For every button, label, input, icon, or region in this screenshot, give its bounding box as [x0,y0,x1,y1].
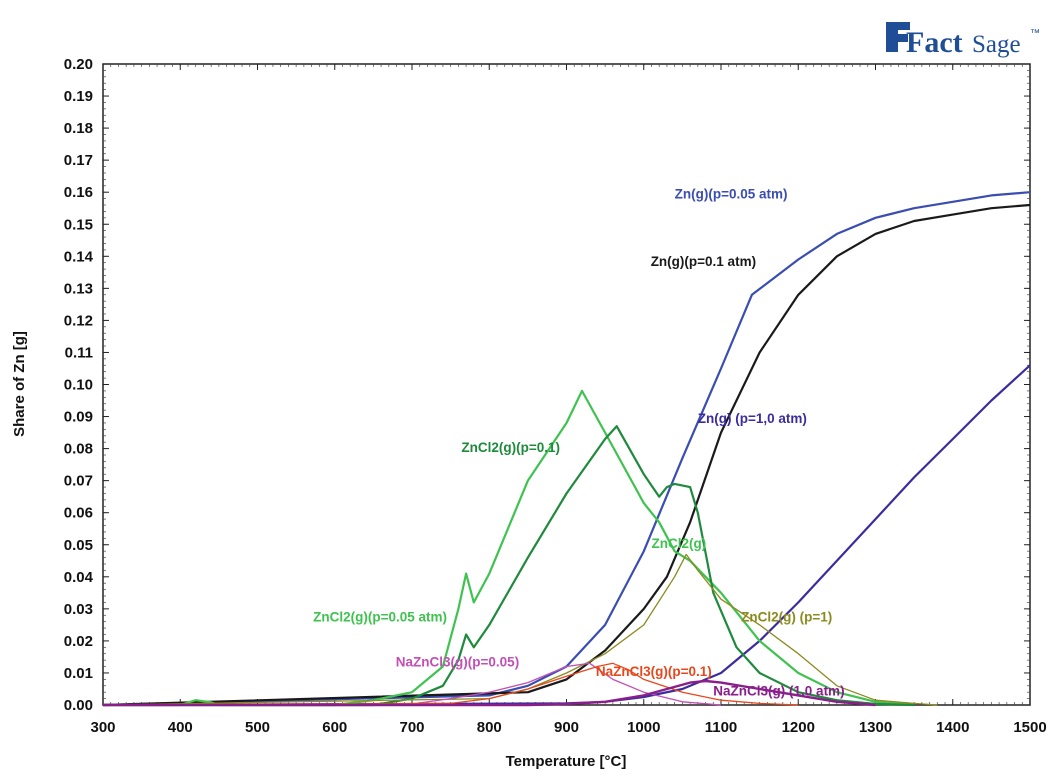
series-line-zncl2-g-p-1 [102,553,938,706]
logo-trademark: ™ [1030,28,1040,39]
y-tick-label: 0.20 [64,56,93,73]
x-tick-label: 1100 [705,719,738,736]
annotation-layer: Zn(g)(p=0.05 atm) Zn(g)(p=0.1 atm) Zn(g) (… [313,187,844,699]
factsage-logo: Fact Sage ™ [880,10,1050,60]
x-tick-label: 1400 [936,719,969,736]
y-axis-ticks: 0.00 0.01 0.02 0.03 0.04 0.05 0.06 0.07 0.08 0.09… [64,56,1030,714]
y-tick-label: 0.01 [64,665,93,682]
y-tick-label: 0.09 [64,409,93,426]
y-tick-label: 0.02 [64,633,93,650]
series-annotation-label: ZnCl2(g)(p=0.05 atm) [313,610,447,625]
y-tick-label: 0.15 [64,216,93,233]
y-tick-label: 0.07 [64,473,93,490]
logo-text-light: Sage [972,31,1021,58]
series-annotation-label: ZnCl2(g) (p=1) [741,610,832,625]
y-tick-label: 0.06 [64,505,93,522]
series-line-zn-g-p-0-1-atm [102,203,1031,707]
y-tick-label: 0.11 [65,344,93,361]
series-annotation-label: ZnCl2(g) [652,536,707,551]
y-tick-label: 0.05 [64,537,93,554]
series-line-nazncl3-g-p-0-05 [102,662,722,706]
x-tick-label: 300 [90,719,115,736]
logo-emblem-icon [886,22,910,52]
y-tick-label: 0.12 [64,312,93,329]
series-annotation-label: NaZnCl3(g)(p=0.05) [396,655,519,670]
series-annotation-label: Zn(g) (p=1,0 atm) [698,411,807,426]
y-tick-label: 0.10 [64,377,93,394]
y-tick-label: 0.04 [64,569,94,586]
y-tick-label: 0.17 [64,152,93,169]
x-axis-ticks: 300 400 500 600 700 800 900 1000 1100 1200 1300 140… [90,64,1047,736]
x-tick-label: 1000 [627,719,660,736]
minor-ticks [102,63,1031,706]
y-tick-label: 0.19 [64,88,93,105]
series-annotation-label: Zn(g)(p=0.1 atm) [651,254,756,269]
y-tick-label: 0.13 [64,280,93,297]
x-tick-label: 500 [245,719,270,736]
y-tick-label: 0.18 [64,120,93,137]
x-tick-label: 700 [399,719,424,736]
logo-text-bold: Fact [906,26,963,59]
series-annotation-label: NaZnCl3(g)(p=0.1) [596,664,712,679]
y-axis-title: Share of Zn [g] [11,331,28,437]
y-tick-label: 0.03 [64,601,93,618]
x-axis-title: Temperature [°C] [506,753,627,770]
series-annotation-label: ZnCl2(g)(p=0.1) [461,440,560,455]
y-tick-label: 0.16 [64,184,93,201]
series-annotation-label: NaZnCl3(g) (1.0 atm) [713,683,844,698]
y-tick-label: 0.08 [64,441,93,458]
y-tick-label: 0.00 [64,697,93,714]
series-line-zn-g-p-0-05-atm [102,191,1031,707]
series-line-zncl2-g-p-0-1 [103,425,915,707]
series-line-nazncl3-g-1-0-atm [103,679,876,707]
series-line-zn-g-p-1-0-atm [102,364,1031,707]
x-tick-label: 400 [168,719,193,736]
x-tick-label: 1300 [859,719,892,736]
x-tick-label: 900 [554,719,579,736]
plot-area-frame [102,63,1031,706]
y-tick-label: 0.14 [64,248,94,265]
x-tick-label: 800 [477,719,502,736]
series-line-nazncl3-g-p-0-1 [102,662,799,706]
x-tick-label: 1500 [1013,719,1046,736]
x-tick-label: 1200 [782,719,815,736]
series-annotation-label: Zn(g)(p=0.05 atm) [675,187,788,202]
x-tick-label: 600 [322,719,347,736]
series-layer [102,191,1031,707]
